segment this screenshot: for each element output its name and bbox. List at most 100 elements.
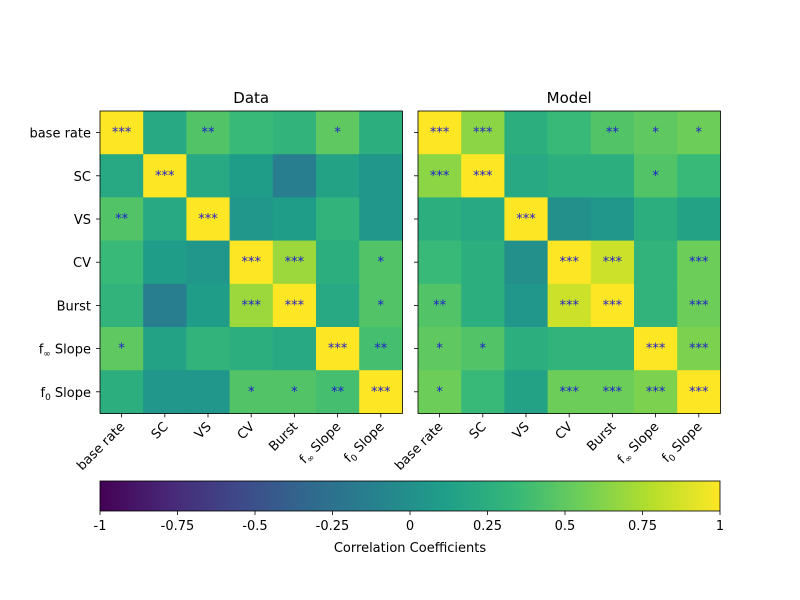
significance-marker: ** (374, 342, 388, 357)
colorbar-tick-label: -0.25 (316, 519, 350, 534)
heatmap-cell (418, 370, 462, 414)
colorbar-tick-label: -1 (94, 519, 107, 534)
heatmap-title: Data (233, 89, 269, 107)
heatmap-cell (547, 327, 592, 371)
x-tick-label: CV (235, 420, 258, 443)
heatmap-cell (229, 370, 274, 414)
significance-marker: *** (603, 255, 623, 270)
heatmap-cell (461, 111, 505, 155)
heatmap-cell (316, 154, 360, 198)
x-tick-label: f∞ Slope (297, 420, 346, 469)
heatmap-cell (272, 111, 317, 155)
significance-marker: *** (155, 169, 175, 184)
heatmap-cell (677, 240, 721, 285)
heatmap-cell (229, 240, 274, 285)
heatmap-cell (461, 327, 505, 371)
heatmap-cell (504, 197, 549, 242)
significance-marker: *** (473, 126, 493, 141)
heatmap-cell (143, 327, 187, 371)
significance-marker: * (696, 126, 703, 141)
heatmap-cell (590, 154, 635, 198)
heatmap-cell (461, 370, 505, 414)
heatmap-cell (677, 283, 721, 328)
significance-marker: *** (198, 212, 218, 227)
heatmap-cell (634, 154, 678, 198)
significance-marker: ** (331, 385, 345, 400)
colorbar-ticks: -1 -0.75 -0.5 -0.25 0 0.25 0.5 0.75 1 (94, 511, 724, 534)
heatmap-cell (186, 197, 231, 242)
heatmap-cell (634, 240, 678, 285)
heatmap-cell (504, 283, 549, 328)
heatmap-cell (100, 327, 144, 371)
heatmap-cell (547, 283, 592, 328)
heatmap-cell (677, 197, 721, 242)
colorbar-tick-label: 0.5 (555, 519, 576, 534)
heatmap-cell (461, 154, 505, 198)
y-tick-label: base rate (29, 127, 91, 142)
heatmap-cell (272, 283, 317, 328)
heatmap-cell (100, 154, 144, 198)
heatmap-cell (504, 327, 549, 371)
heatmap-cell (634, 327, 678, 371)
heatmap-cell (100, 111, 144, 155)
colorbar-tick-label: 0 (406, 519, 414, 534)
significance-marker: *** (285, 255, 305, 270)
colorbar: -1 -0.75 -0.5 -0.25 0 0.25 0.5 0.75 1 Correlatio… (94, 480, 724, 556)
significance-marker: *** (646, 385, 666, 400)
significance-marker: * (436, 342, 443, 357)
heatmap-cell (229, 283, 274, 328)
significance-marker: *** (689, 385, 709, 400)
heatmap-cell (359, 111, 403, 155)
heatmap-cell (100, 370, 144, 414)
heatmap-cell (100, 283, 144, 328)
heatmap-cell (418, 197, 462, 242)
significance-marker: *** (689, 298, 709, 313)
y-tick-label: VS (74, 213, 91, 228)
heatmap-cell (143, 111, 187, 155)
heatmap-cell (359, 197, 403, 242)
heatmap-cell (418, 283, 462, 328)
heatmap-cell (100, 240, 144, 285)
significance-marker: *** (241, 298, 261, 313)
significance-marker: ** (433, 298, 447, 313)
heatmap-cell (316, 197, 360, 242)
heatmap-cell (143, 240, 187, 285)
significance-marker: *** (516, 212, 536, 227)
significance-marker: * (652, 169, 659, 184)
significance-marker: *** (559, 255, 579, 270)
heatmap-cell (143, 154, 187, 198)
y-tick-label: Burst (57, 299, 91, 314)
x-tick-label: SC (467, 420, 490, 443)
heatmap-cell (547, 111, 592, 155)
heatmap-cell (100, 197, 144, 242)
significance-marker: *** (328, 342, 348, 357)
heatmap-cell (316, 111, 360, 155)
heatmap-cell (186, 370, 231, 414)
x-tick-label: VS (192, 420, 215, 443)
heatmap-cell (634, 197, 678, 242)
colorbar-tick-label: 0.75 (628, 519, 657, 534)
significance-marker: * (652, 126, 659, 141)
x-tick-label: base rate (74, 420, 128, 474)
significance-marker: * (118, 342, 125, 357)
x-tick-label: base rate (392, 420, 446, 474)
heatmap-cell (186, 154, 231, 198)
heatmap-cell (590, 283, 635, 328)
significance-marker: * (436, 385, 443, 400)
heatmap-cell (634, 111, 678, 155)
heatmap-cell (186, 283, 231, 328)
heatmap-cell (229, 154, 274, 198)
heatmap-cell (547, 240, 592, 285)
y-tick-label: f0 Slope (40, 386, 91, 403)
heatmap-cell (504, 111, 549, 155)
heatmap-cell (461, 240, 505, 285)
heatmap-model: Model*** *** ** * **** *** ******* *** ***** *** *… (392, 89, 721, 474)
heatmap-data: Data*** ** ****** ****** *** **** *** ** *** *** *… (29, 89, 403, 474)
heatmap-cell (186, 240, 231, 285)
heatmap-cell (677, 370, 721, 414)
x-tick-label: Burst (584, 420, 619, 455)
heatmap-cell (461, 283, 505, 328)
x-tick-label: SC (149, 420, 172, 443)
significance-marker: ** (606, 126, 620, 141)
x-tick-label: f0 Slope (659, 420, 707, 468)
